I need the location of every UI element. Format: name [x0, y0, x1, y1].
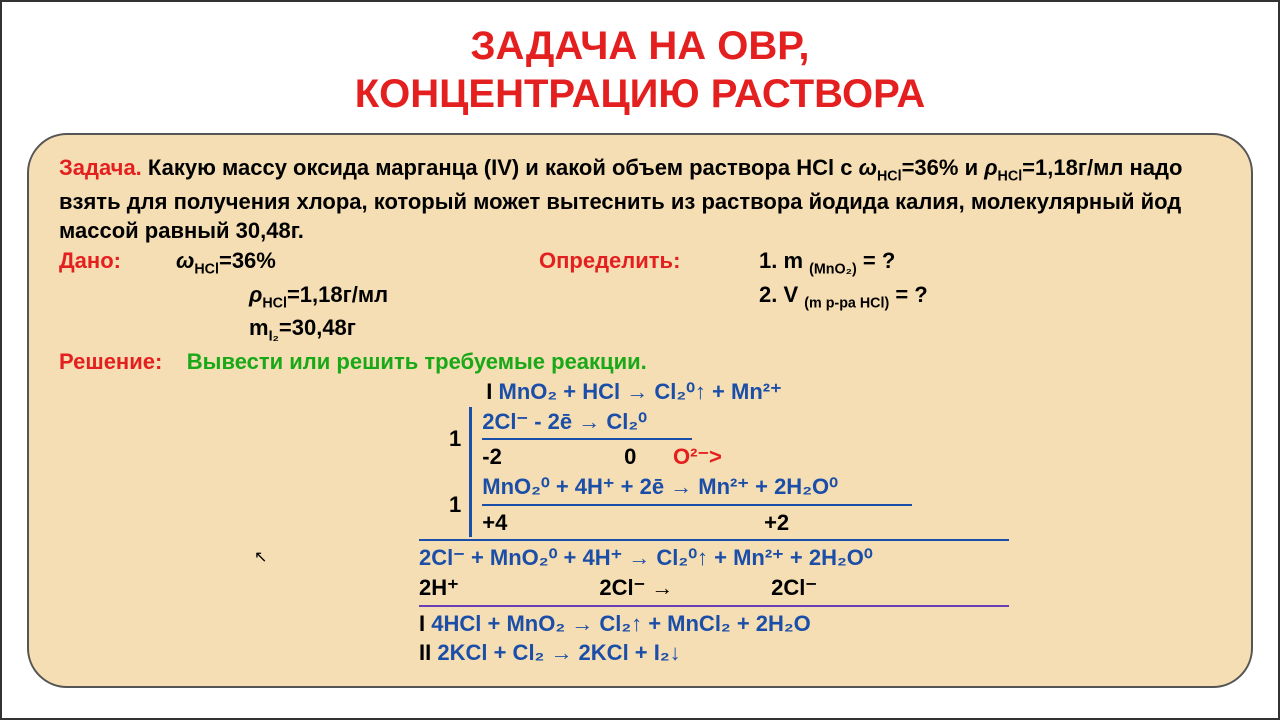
title-line1: ЗАДАЧА НА ОВР, [2, 22, 1278, 70]
spectator-row: 2H⁺ 2Cl⁻ → 2Cl⁻ [59, 573, 1221, 603]
content-box: Задача. Какую массу оксида марганца (IV)… [27, 133, 1253, 688]
problem-statement: Задача. Какую массу оксида марганца (IV)… [59, 153, 1221, 246]
label-given: Дано: [59, 248, 121, 273]
cursor-icon: ↖ [254, 547, 267, 569]
given-col: Дано: ωHCl=36% [59, 246, 539, 280]
solution-hint: Вывести или решить требуемые реакции. [187, 349, 647, 374]
det-line2: 2. V (m р-ра HCl) = ? [759, 280, 1221, 314]
final-eq1: I 4HCl + MnO₂ → Cl₂↑ + MnCl₂ + 2H₂O [59, 609, 1221, 639]
problem-text1: Какую массу оксида марганца (IV) и какой… [148, 155, 859, 180]
half1-ox: -2 0 O²⁻> [482, 442, 912, 472]
given-line2: ρHCl=1,18г/мл [59, 280, 539, 314]
half2-ox: +4 +2 [482, 508, 912, 538]
label-task: Задача. [59, 155, 142, 180]
half-reactions: 1 1 2Cl⁻ - 2ē → Cl₂⁰ -2 0 O²⁻> MnO₂⁰ + 4… [449, 407, 1221, 538]
solution-line: Решение: ↖ Вывести или решить требуемые … [59, 347, 1221, 377]
omega1: ωHCl=36% и [859, 155, 985, 180]
slide-title: ЗАДАЧА НА ОВР, КОНЦЕНТРАЦИЮ РАСТВОРА [2, 2, 1278, 128]
det-line1: 1. m (MnO₂) = ? [759, 246, 1221, 280]
label-determine: Определить: [539, 248, 680, 273]
ionic-sum: 2Cl⁻ + MnO₂⁰ + 4H⁺ → Cl₂⁰↑ + Mn²⁺ + 2H₂O… [59, 543, 1221, 573]
given-line3: mI₂=30,48г [59, 313, 1221, 347]
given-determine-row: Дано: ωHCl=36% Определить: 1. m (MnO₂) =… [59, 246, 1221, 280]
half1-eq: 2Cl⁻ - 2ē → Cl₂⁰ [482, 407, 912, 437]
half2-eq: MnO₂⁰ + 4H⁺ + 2ē → Mn²⁺ + 2H₂O⁰ [482, 472, 912, 502]
label-solution: Решение: [59, 349, 162, 374]
final-eq2: II 2KCl + Cl₂ → 2KCl + I₂↓ [59, 638, 1221, 668]
eq-main: I MnO₂ + HCl → Cl₂⁰↑ + Mn²⁺ [59, 377, 1221, 407]
half-coefficients: 1 1 [449, 407, 472, 538]
title-line2: КОНЦЕНТРАЦИЮ РАСТВОРА [2, 70, 1278, 118]
